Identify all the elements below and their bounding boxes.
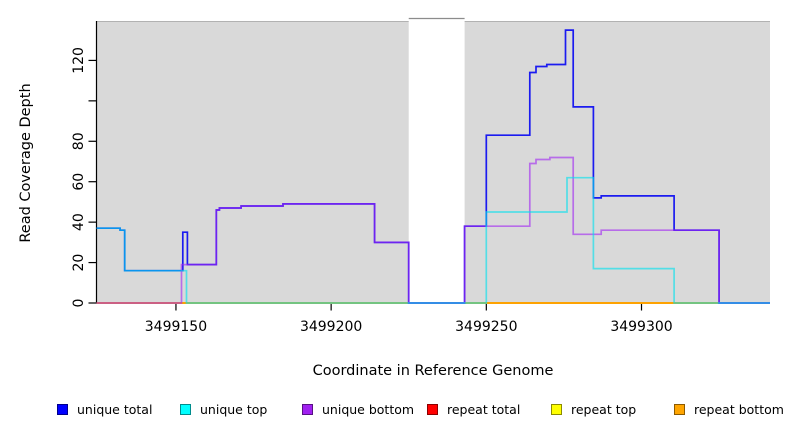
x-tick-label: 3499300 bbox=[610, 319, 672, 335]
y-tick-label: 120 bbox=[71, 47, 87, 74]
y-tick-label: 20 bbox=[71, 254, 87, 272]
series-group bbox=[96, 29, 770, 304]
x-tick-label: 3499150 bbox=[145, 319, 207, 335]
y-axis-title: Read Coverage Depth bbox=[18, 83, 34, 243]
x-axis-title: Coordinate in Reference Genome bbox=[312, 363, 554, 379]
y-tick-label: 40 bbox=[71, 213, 87, 231]
x-tick-label: 3499200 bbox=[300, 319, 362, 335]
masked-region bbox=[408, 18, 465, 303]
y-tick-label: 80 bbox=[71, 132, 87, 150]
y-tick-label: 0 bbox=[71, 299, 87, 308]
y-tick-label: 60 bbox=[71, 173, 87, 191]
x-tick-label: 3499250 bbox=[455, 319, 517, 335]
series-unique-top bbox=[96, 176, 770, 304]
